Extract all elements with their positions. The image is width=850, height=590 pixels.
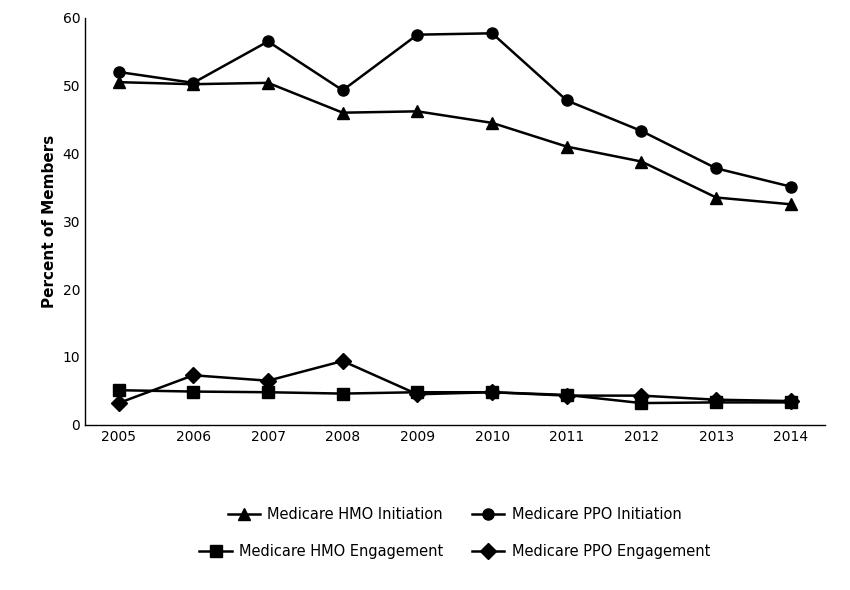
Y-axis label: Percent of Members: Percent of Members (42, 135, 57, 308)
Legend: Medicare HMO Engagement, Medicare PPO Engagement: Medicare HMO Engagement, Medicare PPO En… (194, 538, 716, 565)
